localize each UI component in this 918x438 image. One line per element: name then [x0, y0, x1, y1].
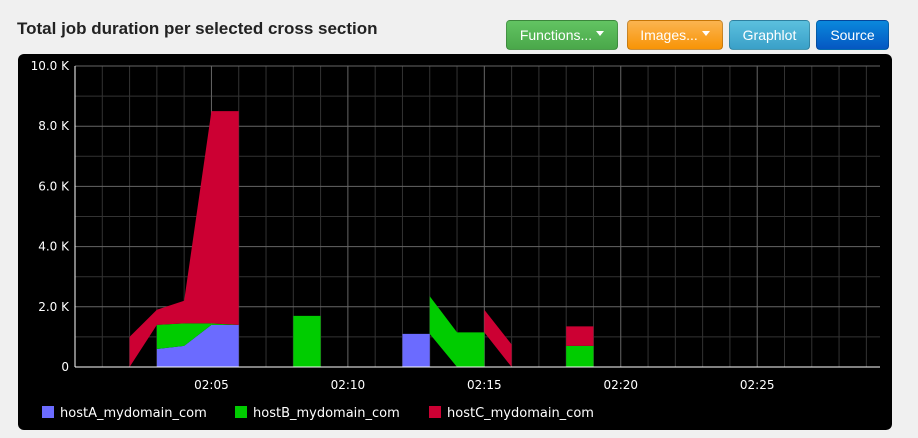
- functions-menu-button[interactable]: Functions...: [506, 20, 618, 50]
- chart-title: Total job duration per selected cross se…: [17, 19, 378, 38]
- area-hostB_mydomain_com: [429, 296, 485, 367]
- job-duration-chart: 0 2.0 K 4.0 K 6.0 K 8.0 K 10.0 K 02:05 02:10 02:…: [31, 59, 880, 421]
- caret-down-icon: [701, 30, 710, 36]
- area-hostC_mydomain_com: [566, 326, 594, 346]
- legend-swatch-hostA_mydomain_com: [42, 406, 54, 418]
- area-hostB_mydomain_com: [293, 315, 321, 367]
- y-tick-label: 2.0 K: [38, 300, 70, 314]
- legend-swatch-hostB_mydomain_com: [235, 406, 247, 418]
- graphlot-button[interactable]: Graphlot: [729, 20, 810, 50]
- graphlot-button-label: Graphlot: [742, 27, 797, 43]
- images-menu-button[interactable]: Images...: [627, 20, 723, 50]
- caret-down-icon: [596, 30, 605, 36]
- y-tick-label: 6.0 K: [38, 179, 70, 193]
- x-tick-label: 02:15: [467, 378, 502, 392]
- area-hostB_mydomain_com: [566, 345, 594, 367]
- legend-swatch-hostC_mydomain_com: [429, 406, 441, 418]
- area-hostC_mydomain_com: [484, 309, 512, 367]
- functions-button-label: Functions...: [519, 27, 593, 43]
- x-tick-label: 02:05: [194, 378, 229, 392]
- legend-label-hostC_mydomain_com: hostC_mydomain_com: [447, 406, 594, 421]
- y-tick-label: 0: [61, 360, 69, 374]
- y-tick-label: 8.0 K: [38, 119, 70, 133]
- x-tick-label: 02:25: [740, 378, 775, 392]
- source-button-label: Source: [830, 27, 875, 43]
- source-button[interactable]: Source: [816, 20, 889, 50]
- y-tick-label: 10.0 K: [31, 59, 71, 73]
- area-hostB_mydomain_com: [156, 323, 239, 349]
- images-button-label: Images...: [640, 27, 698, 43]
- area-hostA_mydomain_com: [402, 333, 430, 367]
- y-tick-label: 4.0 K: [38, 240, 70, 254]
- legend-label-hostA_mydomain_com: hostA_mydomain_com: [60, 406, 207, 421]
- area-hostA_mydomain_com: [156, 324, 239, 367]
- x-tick-label: 02:20: [603, 378, 638, 392]
- legend-label-hostB_mydomain_com: hostB_mydomain_com: [253, 406, 400, 421]
- x-tick-label: 02:10: [331, 378, 366, 392]
- chart-panel: 0 2.0 K 4.0 K 6.0 K 8.0 K 10.0 K 02:05 02:10 02:…: [18, 54, 892, 430]
- area-hostC_mydomain_com: [129, 111, 239, 368]
